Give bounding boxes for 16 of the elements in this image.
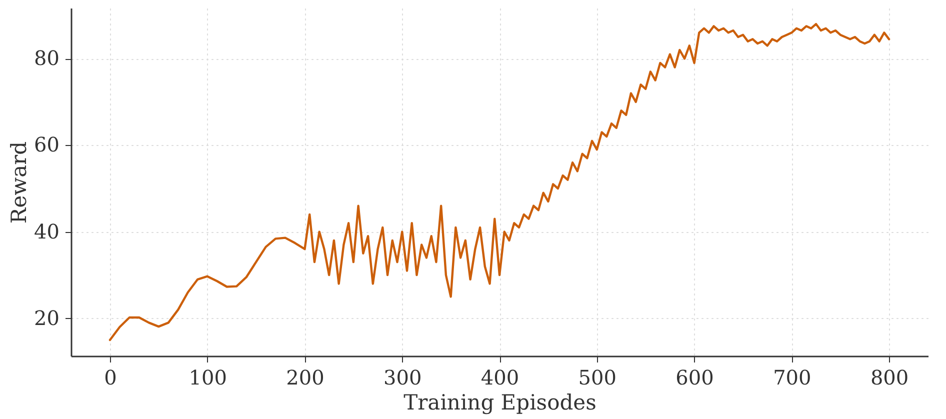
y-tick-label: 80 — [34, 46, 60, 70]
y-tick-label: 40 — [34, 219, 60, 244]
x-tick-label: 600 — [676, 366, 714, 390]
x-tick-label: 100 — [188, 366, 227, 390]
x-tick-label: 800 — [870, 366, 909, 390]
x-tick-label: 400 — [480, 366, 520, 390]
x-tick-label: 200 — [286, 366, 324, 390]
y-tick-label: 20 — [34, 306, 60, 330]
line-series — [108, 22, 890, 342]
y-tick-label: 60 — [34, 132, 60, 157]
y-axis-title: Reward — [7, 141, 32, 224]
x-axis-title: Training Episodes — [404, 390, 596, 414]
x-tick-label: 500 — [578, 366, 616, 390]
x-tick-label: 700 — [773, 366, 812, 390]
x-tick-label: 0 — [104, 366, 117, 390]
x-tick-label: 300 — [384, 366, 422, 390]
